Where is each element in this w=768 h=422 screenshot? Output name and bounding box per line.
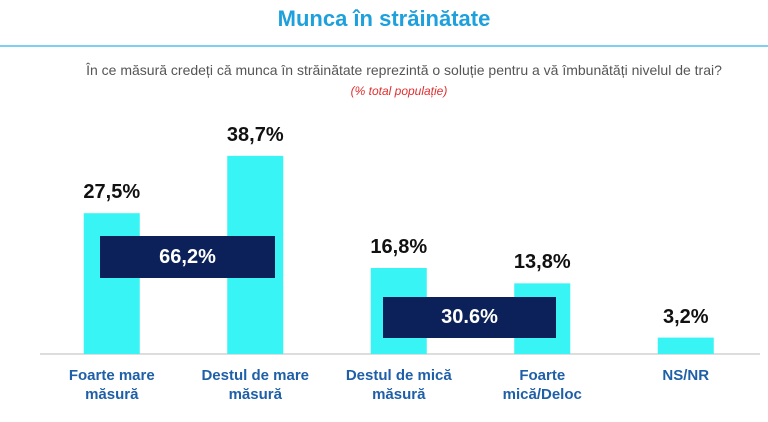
chart-subtitle: În ce măsură credeți că munca în străină… xyxy=(86,62,722,78)
x-tick-label: Destul de mare măsură xyxy=(201,367,310,403)
bar xyxy=(657,337,714,354)
summary-box: 66,2% xyxy=(100,236,275,278)
x-tick-label: Foarte mare măsură xyxy=(68,367,155,403)
value-label: 3,2% xyxy=(662,305,709,328)
chart-title: Munca în străinătate xyxy=(277,6,491,31)
value-label: 13,8% xyxy=(513,251,571,274)
bar xyxy=(83,213,140,354)
x-tick-label: Destul de mică măsură xyxy=(345,367,452,403)
value-label: 16,8% xyxy=(370,235,428,258)
value-label: 27,5% xyxy=(83,181,141,204)
value-label: 38,7% xyxy=(226,123,284,146)
summary-box: 30.6% xyxy=(383,297,556,338)
x-tick-label: Foarte mică/Deloc xyxy=(502,367,582,403)
chart-note: (% total populație) xyxy=(350,84,448,98)
x-tick-label: NS/NR xyxy=(662,367,710,384)
